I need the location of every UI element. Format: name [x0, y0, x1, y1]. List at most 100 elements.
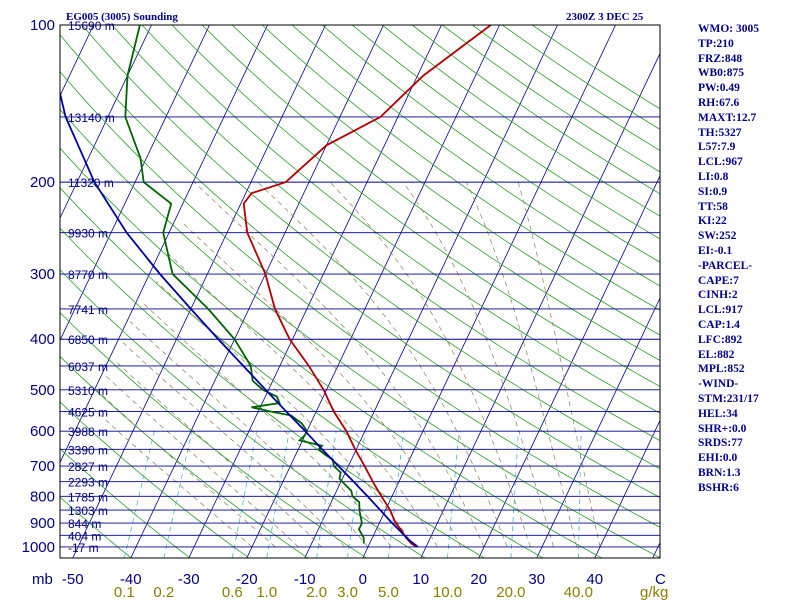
- sounding-index-item: -WIND-: [698, 378, 739, 391]
- moist-adiabat-line: [156, 281, 415, 548]
- sounding-index-item: SRDS:77: [698, 437, 743, 450]
- sounding-index-item: EI:-0.1: [698, 244, 733, 257]
- pressure-tick-label: 900: [30, 515, 55, 532]
- height-label: 3988 m: [68, 425, 108, 439]
- mixing-ratio-label: 40.0: [564, 584, 593, 600]
- sounding-index-item: SW:252: [698, 230, 737, 243]
- temperature-tick-label: 30: [528, 571, 545, 588]
- dry-adiabat-line: [60, 448, 191, 558]
- dry-adiabat-line: [60, 34, 660, 499]
- sounding-index-item: -PARCEL-: [698, 259, 753, 272]
- sounding-title: EG005 (3005) Sounding: [66, 11, 178, 23]
- dry-adiabat-line: [291, 25, 660, 287]
- sounding-index-item: EL:882: [698, 348, 735, 361]
- dry-adiabat-line: [60, 312, 367, 558]
- pressure-tick-label: 700: [30, 458, 55, 475]
- dry-adiabat-line: [81, 25, 660, 470]
- dry-adiabat-line: [141, 25, 660, 414]
- height-label: 15690 m: [68, 19, 115, 33]
- temperature-tick-label: 10: [412, 571, 429, 588]
- dry-adiabat-line: [60, 227, 485, 558]
- mixing-ratio-line: [347, 431, 366, 558]
- sounding-index-item: SI:0.9: [698, 185, 728, 198]
- temperature-tick-label: -30: [178, 571, 200, 588]
- sounding-index-item: EHI:0.0: [698, 452, 738, 465]
- temperature-tick-label: 0: [359, 571, 367, 588]
- sounding-index-item: MPL:852: [698, 363, 745, 376]
- mixing-ratio-label: 5.0: [378, 584, 399, 600]
- height-label: 1785 m: [68, 490, 108, 504]
- mixing-ratio-label: 1.0: [256, 584, 277, 600]
- dry-adiabat-line: [60, 71, 660, 528]
- temperature-tick-label: 40: [586, 571, 603, 588]
- sounding-index-item: CINH:2: [698, 289, 738, 302]
- dry-adiabat-line: [321, 25, 660, 263]
- isotherm-line: [478, 174, 660, 558]
- dry-adiabat-line: [201, 25, 660, 361]
- isotherm-line: [536, 297, 660, 558]
- mixing-ratio-line: [577, 431, 582, 558]
- isotherm-line: [0, 25, 36, 558]
- sounding-index-item: BRN:1.3: [698, 466, 741, 479]
- pressure-tick-label: 300: [30, 266, 55, 283]
- sounding-index-item: MAXT:12.7: [698, 111, 757, 124]
- dry-adiabat-line: [60, 108, 660, 558]
- pressure-tick-label: 1000: [22, 539, 55, 556]
- mixing-ratio-line: [266, 431, 290, 558]
- dewpoint-profile: [124, 25, 365, 544]
- isotherm-line: [130, 25, 384, 558]
- isotherm-line: [246, 25, 500, 558]
- sounding-index-item: SHR+:0.0: [698, 422, 747, 435]
- sounding-index-item: HEL:34: [698, 407, 738, 420]
- dry-adiabat-line: [171, 25, 660, 387]
- temperature-profile: [242, 25, 492, 548]
- moist-adiabat-line: [164, 249, 438, 548]
- pressure-tick-label: 800: [30, 488, 55, 505]
- dry-adiabat-line: [261, 25, 660, 311]
- moist-adiabat-line: [182, 223, 462, 548]
- height-label: 9930 m: [68, 227, 108, 241]
- isotherm-line: [304, 25, 558, 558]
- mixing-ratio-line: [316, 431, 337, 558]
- sounding-index-item: TT:58: [698, 200, 728, 213]
- sounding-indices: WMO: 3005 TP:210 FRZ:848 WB0:875 PW:0.49 RH:6…: [698, 22, 798, 496]
- isotherm-line: [60, 25, 210, 342]
- sounding-index-item: CAPE:7: [698, 274, 739, 287]
- background-fill: [60, 25, 660, 558]
- sounding-index-item: LCL:967: [698, 156, 743, 169]
- valid-time: 2300Z 3 DEC 25: [566, 11, 644, 23]
- temperature-unit-label: C: [655, 571, 666, 588]
- mixing-ratio-label: 3.0: [337, 584, 358, 600]
- pressure-tick-label: 200: [30, 174, 55, 191]
- isotherm-line: [72, 25, 326, 558]
- isotherm-line: [60, 25, 268, 464]
- moist-adiabat-line: [129, 321, 369, 548]
- pressure-unit-label: mb: [32, 571, 53, 588]
- temperature-tick-label: -10: [294, 571, 316, 588]
- dry-adiabat-line: [60, 355, 308, 558]
- mixing-ratio-label: 0.1: [114, 584, 135, 600]
- dry-adiabat-line: [111, 25, 660, 442]
- mixing-ratio-line: [231, 431, 258, 558]
- dry-adiabat-line: [60, 147, 602, 558]
- temperature-tick-label: -50: [62, 571, 84, 588]
- sounding-index-item: KI:22: [698, 215, 727, 228]
- temperature-tick-label: 20: [470, 571, 487, 588]
- height-label: 13140 m: [68, 111, 115, 125]
- sounding-index-item: L57:7.9: [698, 141, 736, 154]
- mixing-ratio-line: [510, 431, 519, 558]
- plot-frame: [59, 24, 661, 559]
- height-label: 844 m: [68, 517, 101, 531]
- mixing-ratio-label: 20.0: [496, 584, 525, 600]
- moist-adiabat-line: [114, 360, 322, 548]
- temperature-tick-label: -20: [236, 571, 258, 588]
- height-label: 8770 m: [68, 268, 108, 282]
- parcel-path: [60, 89, 419, 548]
- sounding-index-item: LCL:917: [698, 304, 743, 317]
- sounding-index-item: WMO: 3005: [698, 23, 760, 35]
- sounding-index-item: RH:67.6: [698, 96, 740, 109]
- height-label: 2827 m: [68, 460, 108, 474]
- height-label: 6037 m: [68, 360, 108, 374]
- height-label: 6850 m: [68, 333, 108, 347]
